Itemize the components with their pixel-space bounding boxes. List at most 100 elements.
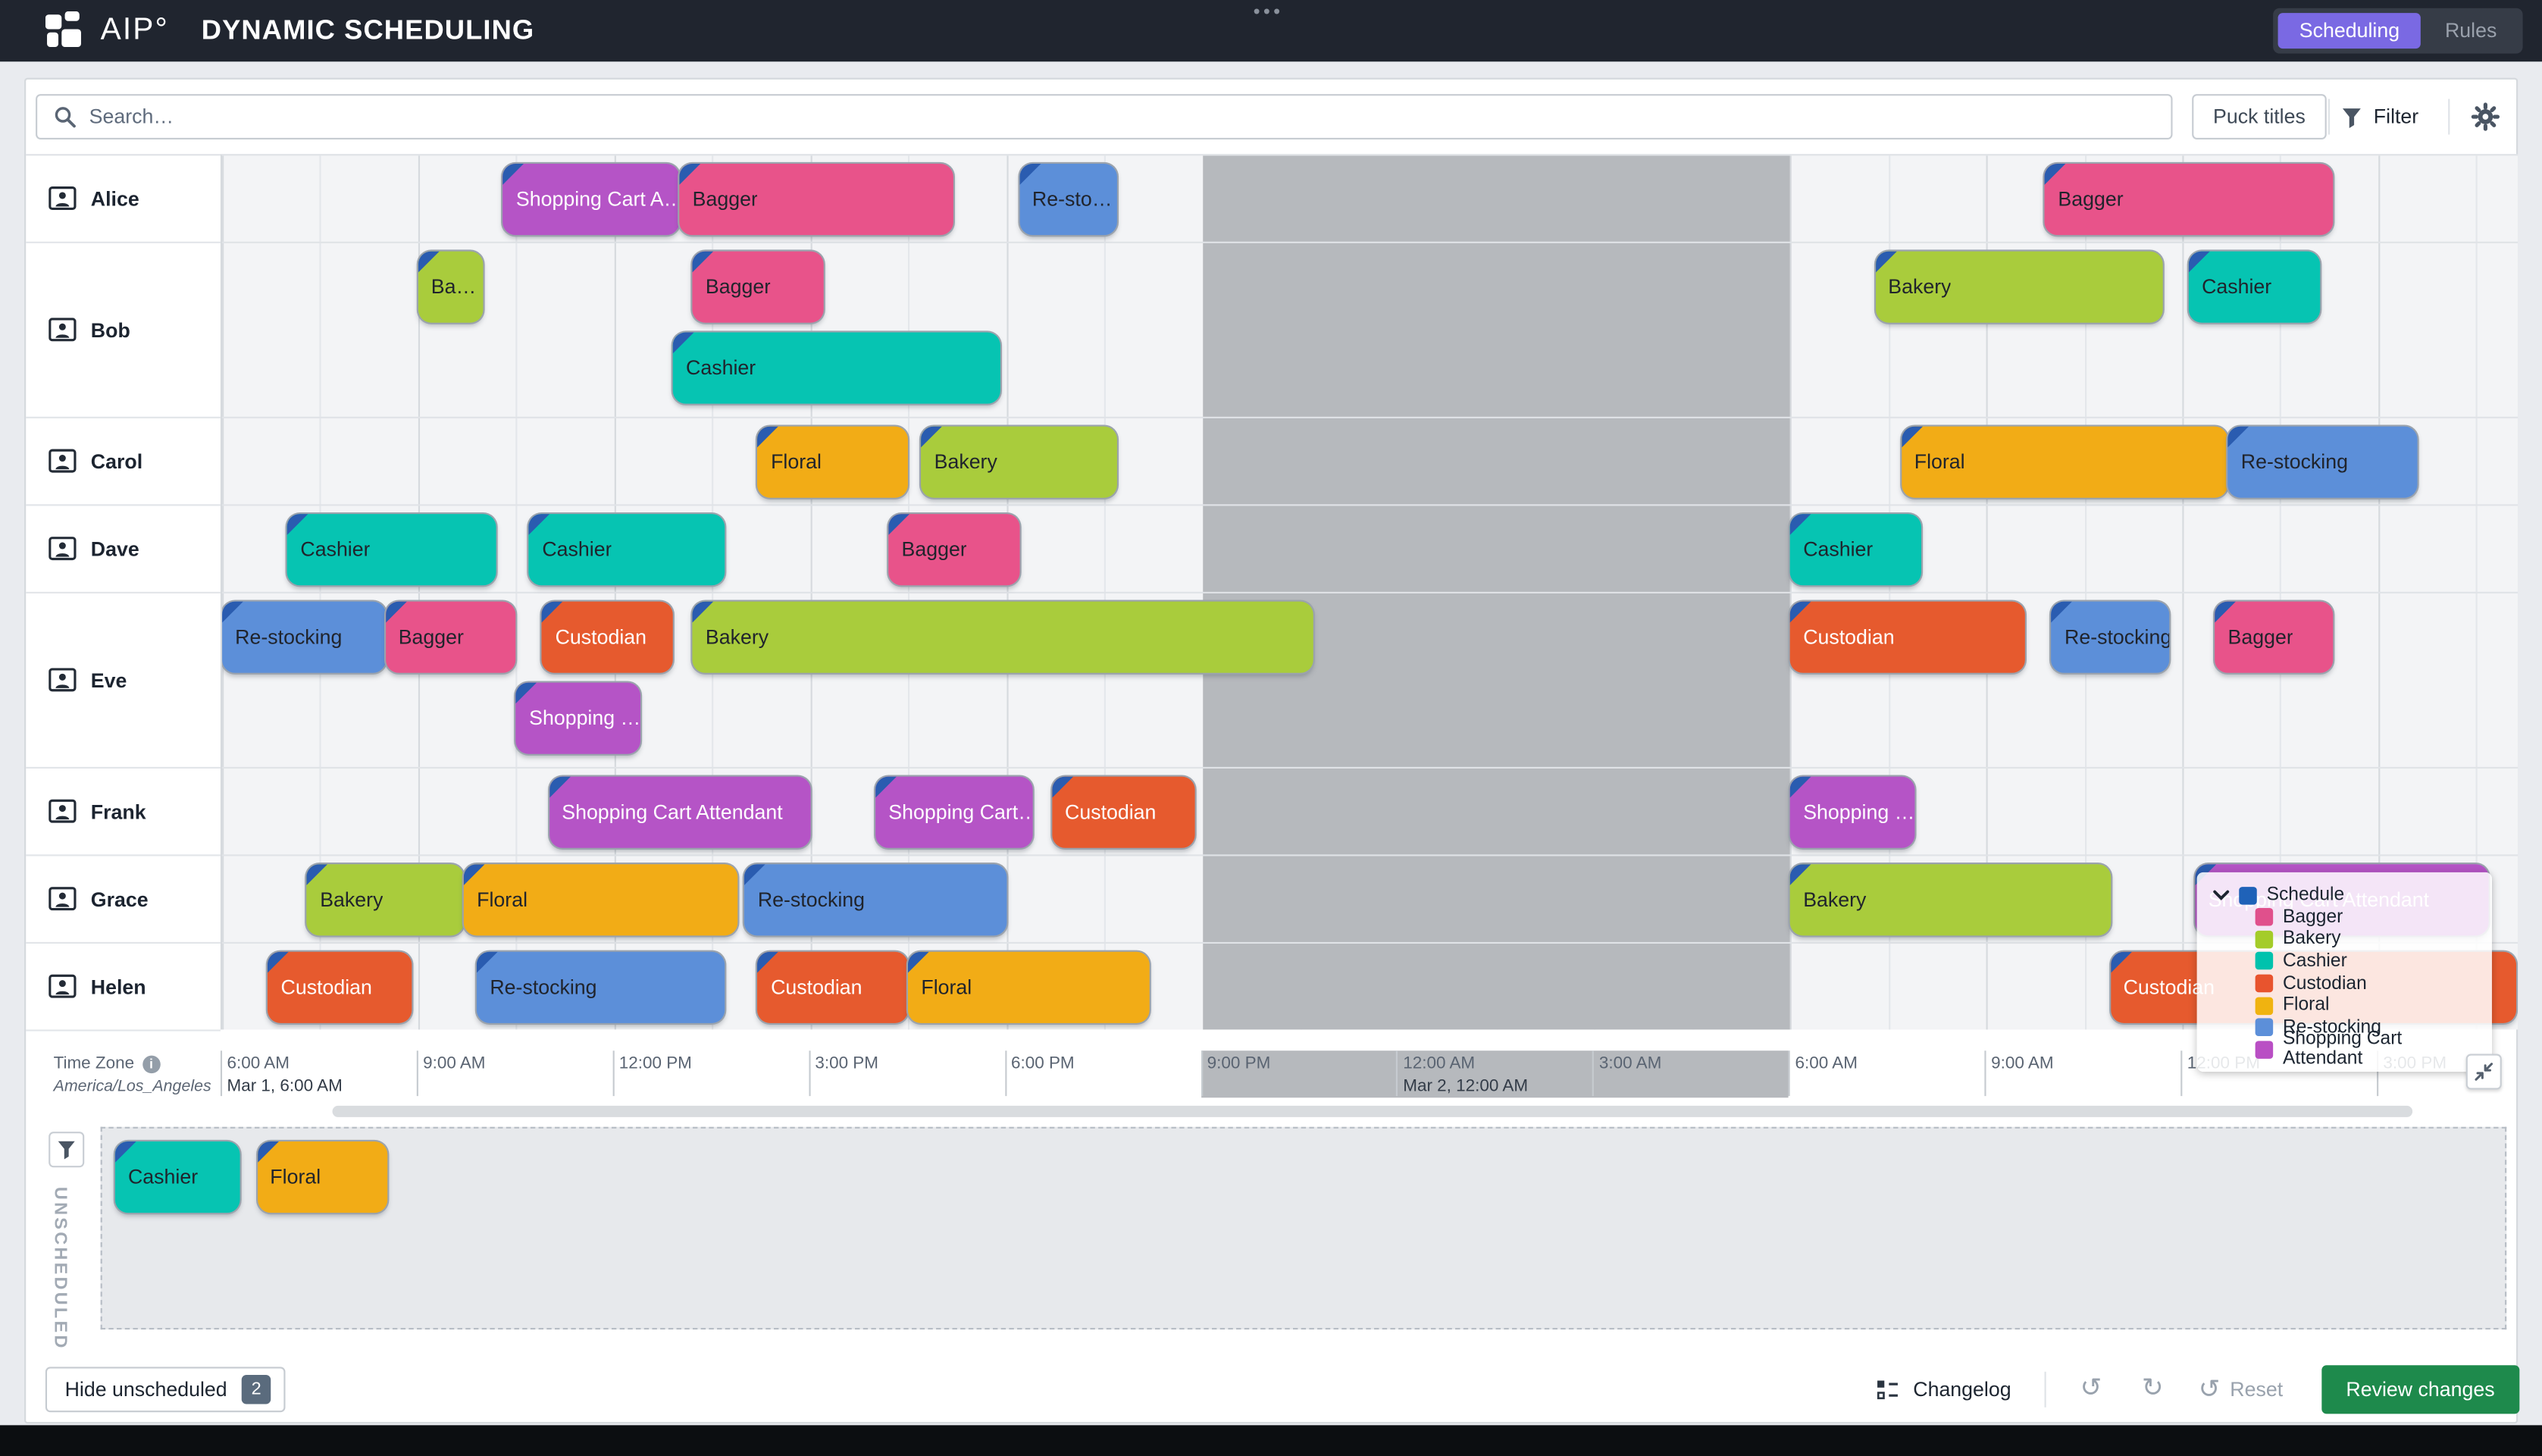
schedule-row: Re-stocking Bagger Custodian Bakery Custodia… (222, 593, 2519, 769)
puck-titles-button[interactable]: Puck titles (2192, 94, 2327, 139)
employee-row-label: Frank (26, 769, 221, 856)
employee-row-label: Carol (26, 418, 221, 506)
schedule-puck[interactable]: Ba… (418, 251, 484, 323)
schedule-puck[interactable]: Bakery (921, 426, 1118, 498)
legend-item[interactable]: Custodian (2255, 972, 2476, 994)
schedule-puck[interactable]: Bakery (692, 601, 1313, 673)
schedule-puck[interactable]: Bakery (307, 864, 465, 936)
horizontal-scrollbar[interactable] (332, 1105, 2413, 1117)
unscheduled-count-badge: 2 (241, 1375, 271, 1404)
schedule-puck[interactable]: Re-stocking (2227, 426, 2418, 498)
toolbar-divider (2448, 99, 2450, 135)
legend-item[interactable]: Floral (2255, 994, 2476, 1016)
schedule-puck[interactable]: Bakery (1790, 864, 2111, 936)
schedule-puck[interactable]: Shopping … (516, 682, 640, 754)
schedule-puck[interactable]: Bagger (2215, 601, 2333, 673)
schedule-puck[interactable]: Bagger (888, 514, 1019, 586)
filter-button[interactable]: Filter (2341, 94, 2418, 139)
schedule-puck[interactable]: Floral (1901, 426, 2228, 498)
schedule-puck[interactable]: Floral (908, 951, 1150, 1023)
schedule-puck[interactable]: Custodian (1790, 601, 2026, 673)
schedule-puck[interactable]: Custodian (757, 951, 909, 1023)
schedule-puck[interactable]: Shopping Cart A… (502, 164, 680, 236)
axis-day-label: Mar 1, 6:00 AM (227, 1076, 343, 1097)
schedule-puck[interactable]: Re-stocking (2051, 601, 2170, 673)
aip-logo-icon (45, 11, 81, 48)
schedule-puck[interactable]: Cashier (287, 514, 497, 586)
schedule-puck[interactable]: Custodian (542, 601, 673, 673)
schedule-puck[interactable]: Custodian (268, 951, 412, 1023)
tab-scheduling[interactable]: Scheduling (2277, 13, 2421, 49)
legend-item[interactable]: Bagger (2255, 906, 2476, 928)
schedule-puck[interactable]: Bakery (1875, 251, 2163, 323)
schedule-puck[interactable]: Bagger (385, 601, 517, 673)
unscheduled-panel: Cashier Floral (100, 1126, 2507, 1330)
redo-icon[interactable]: ↻ (2141, 1371, 2164, 1403)
schedule-puck[interactable]: Bagger (679, 164, 954, 236)
schedule-puck[interactable]: Re-stocking (744, 864, 1006, 936)
legend-item-label: Bakery (2282, 929, 2341, 950)
legend-item[interactable]: Re-stocking (2255, 1016, 2476, 1038)
timezone-block: Time Zone i America/Los_Angeles (54, 1054, 211, 1096)
schedule-puck[interactable]: Custodian (1051, 776, 1196, 848)
schedule-puck[interactable]: Bagger (692, 251, 824, 323)
employee-row-label: Bob (26, 243, 221, 418)
legend-item[interactable]: Shopping Cart Attendant (2255, 1030, 2476, 1069)
legend-item[interactable]: Cashier (2255, 950, 2476, 972)
tab-rules[interactable]: Rules (2424, 13, 2518, 49)
legend-item-label: Re-stocking (2282, 1017, 2381, 1038)
employee-name: Frank (90, 800, 146, 823)
chevron-down-icon (2213, 890, 2230, 900)
axis-tick-mark (2376, 1051, 2378, 1097)
legend-swatch (2255, 1018, 2274, 1037)
puck-label: Custodian (280, 975, 372, 999)
time-axis: 6:00 AM 9:00 AM 12:00 PM 3:00 PM 6:00 PM 9:00… (220, 1051, 2518, 1099)
puck-label: Cashier (686, 356, 756, 380)
puck-label: Bagger (705, 275, 772, 299)
schedule-row: Shopping Cart A… Bagger Re-sto… Bagger (222, 155, 2519, 243)
schedule-puck[interactable]: Cashier (2188, 251, 2320, 323)
schedule-puck[interactable]: Cashier (1790, 514, 1921, 586)
schedule-puck[interactable]: Re-sto… (1019, 164, 1118, 236)
schedule-puck[interactable]: Shopping Cart… (875, 776, 1033, 848)
person-icon (49, 186, 77, 211)
collapse-icon[interactable] (2465, 1054, 2502, 1090)
puck-label: Bagger (2058, 188, 2124, 211)
schedule-puck[interactable]: Shopping Cart Attendant (549, 776, 810, 848)
axis-day-label: Mar 2, 12:00 AM (1403, 1076, 1529, 1097)
puck-label: Ba… (430, 275, 477, 299)
employee-row-label: Helen (26, 944, 221, 1032)
review-changes-button[interactable]: Review changes (2321, 1365, 2519, 1414)
info-icon[interactable]: i (142, 1054, 161, 1073)
changelog-button[interactable]: Changelog (1876, 1367, 2011, 1412)
schedule-puck[interactable]: Bagger (2045, 164, 2333, 236)
reset-button[interactable]: ↺ Reset (2199, 1367, 2283, 1412)
gear-icon[interactable] (2471, 102, 2500, 136)
schedule-puck[interactable]: Cashier (672, 332, 1000, 404)
filter-funnel-icon (2342, 108, 2361, 127)
undo-icon[interactable]: ↺ (2080, 1371, 2102, 1403)
schedule-puck[interactable]: Re-stocking (222, 601, 386, 673)
legend-item[interactable]: Bakery (2255, 928, 2476, 950)
axis-tick-mark (1004, 1051, 1006, 1097)
schedule-puck[interactable]: Floral (757, 426, 909, 498)
employee-row-label: Dave (26, 506, 221, 593)
unscheduled-puck[interactable]: Cashier (114, 1141, 239, 1213)
puck-label: Re-sto… (1032, 188, 1113, 211)
legend-item-label: Shopping Cart Attendant (2282, 1030, 2403, 1069)
puck-label: Cashier (127, 1166, 199, 1189)
legend-title-row[interactable]: Schedule (2213, 884, 2476, 906)
schedule-row: Floral Bakery Floral Re-stocking (222, 418, 2519, 506)
window-menu-dots[interactable]: ••• (1253, 0, 1284, 23)
unscheduled-filter-icon[interactable] (49, 1132, 85, 1168)
hide-unscheduled-button[interactable]: Hide unscheduled 2 (45, 1367, 286, 1413)
schedule-puck[interactable]: Floral (464, 864, 739, 936)
schedule-puck[interactable]: Cashier (529, 514, 725, 586)
puck-label: Custodian (771, 975, 862, 999)
axis-tick-label: 9:00 AM (423, 1054, 486, 1074)
schedule-puck[interactable]: Shopping … (1790, 776, 1914, 848)
search-input[interactable]: Search… (36, 94, 2173, 139)
unscheduled-puck[interactable]: Floral (257, 1141, 388, 1213)
schedule-puck[interactable]: Re-stocking (477, 951, 725, 1023)
